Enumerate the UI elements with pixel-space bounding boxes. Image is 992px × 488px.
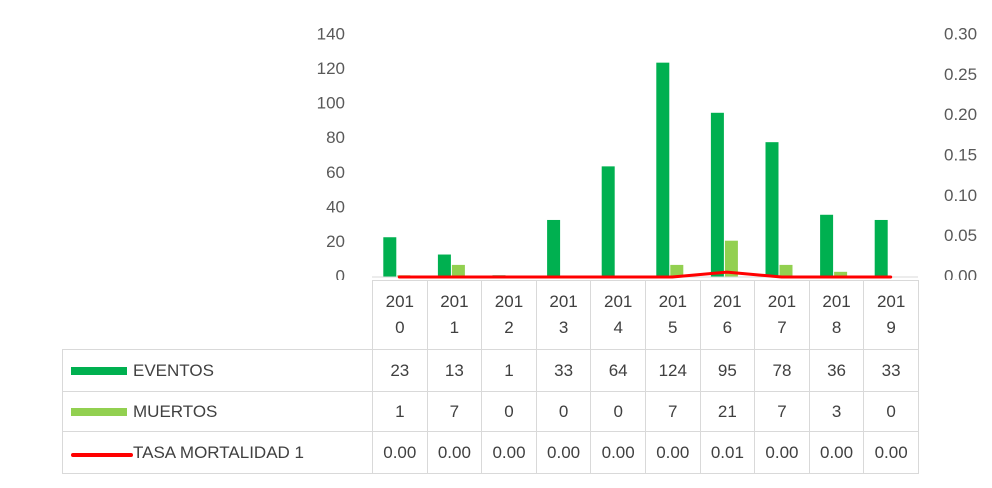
table-row: TASA MORTALIDAD 1 0.00 0.00 0.00 0.00 0.00 0.0… bbox=[62, 431, 919, 474]
legend-key bbox=[71, 408, 127, 417]
x-tick-label: 2019 bbox=[876, 292, 906, 337]
data-label: 7 bbox=[754, 391, 810, 432]
table-row: 2010 2011 2012 2013 2014 2015 2016 2017 2018 2019 bbox=[63, 280, 919, 350]
legend-label: EVENTOS bbox=[133, 360, 214, 380]
y-tick-label: 60 bbox=[326, 163, 345, 182]
y2-tick-label: 0.00 bbox=[944, 266, 977, 280]
empty-cell bbox=[63, 281, 373, 350]
x-tick-label: 2012 bbox=[494, 292, 524, 337]
data-label: 13 bbox=[426, 349, 483, 392]
category-cell: 2011 bbox=[426, 280, 483, 350]
data-label: 64 bbox=[590, 349, 646, 392]
x-tick-label: 2010 bbox=[385, 292, 414, 337]
bar bbox=[547, 219, 561, 277]
legend-label: MUERTOS bbox=[133, 401, 218, 421]
bar bbox=[656, 62, 670, 278]
x-tick-label: 2014 bbox=[603, 292, 633, 337]
y-tick-label: 140 bbox=[317, 24, 345, 43]
y2-tick-label: 0.15 bbox=[944, 145, 977, 164]
category-cell: 2010 bbox=[372, 280, 428, 350]
data-label: 0.00 bbox=[590, 431, 646, 474]
category-cell: 2019 bbox=[863, 280, 919, 350]
y2-tick-label: 0.10 bbox=[944, 186, 977, 205]
data-label: 7 bbox=[644, 391, 701, 432]
category-cell: 2013 bbox=[535, 280, 592, 350]
data-label: 33 bbox=[863, 349, 919, 392]
bar bbox=[383, 237, 397, 277]
bar bbox=[710, 112, 724, 278]
data-label: 1 bbox=[481, 349, 537, 392]
data-label: 33 bbox=[535, 349, 592, 392]
legend-cell: MUERTOS bbox=[62, 391, 373, 432]
category-cell: 2016 bbox=[699, 280, 756, 350]
category-cell: 2018 bbox=[808, 280, 865, 350]
legend-cell: EVENTOS bbox=[62, 349, 373, 392]
legend-swatch bbox=[71, 367, 127, 376]
x-tick-label: 2017 bbox=[767, 292, 797, 337]
data-label: 1 bbox=[372, 391, 428, 432]
data-label: 21 bbox=[699, 391, 756, 432]
table-row: MUERTOS 1 7 0 0 0 7 21 7 3 0 bbox=[62, 391, 919, 432]
y2-tick-label: 0.25 bbox=[944, 65, 977, 84]
bar bbox=[601, 166, 615, 277]
y-tick-label: 0 bbox=[336, 266, 345, 280]
data-label: 0 bbox=[590, 391, 646, 432]
y-tick-label: 120 bbox=[317, 59, 345, 78]
data-label: 0.00 bbox=[535, 431, 592, 474]
data-label: 0 bbox=[863, 391, 919, 432]
data-label: 0.00 bbox=[644, 431, 701, 474]
data-label: 0.00 bbox=[863, 431, 919, 474]
y-tick-label: 80 bbox=[326, 128, 345, 147]
y-tick-label: 100 bbox=[317, 94, 345, 113]
bar bbox=[820, 214, 834, 277]
data-label: 7 bbox=[426, 391, 483, 432]
data-label: 0.01 bbox=[699, 431, 756, 474]
data-label: 0.00 bbox=[481, 431, 537, 474]
category-cell: 2014 bbox=[590, 280, 646, 350]
legend-cell: TASA MORTALIDAD 1 bbox=[62, 431, 373, 474]
data-label: 0.00 bbox=[808, 431, 865, 474]
table-row: EVENTOS 23 13 1 33 64 124 95 78 36 33 bbox=[62, 349, 919, 392]
data-label: 78 bbox=[754, 349, 810, 392]
category-cell: 2012 bbox=[481, 280, 537, 350]
bar bbox=[437, 254, 451, 277]
plot: 0 20 40 60 80 100 120 140 0.00 0.05 0.10 0.15 0.20 0.… bbox=[317, 24, 977, 280]
y-tick-label: 20 bbox=[326, 232, 345, 251]
data-label: 95 bbox=[699, 349, 756, 392]
x-tick-label: 2015 bbox=[658, 292, 687, 337]
y2-tick-label: 0.30 bbox=[944, 24, 977, 43]
x-tick-label: 2016 bbox=[713, 292, 742, 337]
data-label: 3 bbox=[808, 391, 865, 432]
data-label: 0 bbox=[535, 391, 592, 432]
data-label: 0 bbox=[481, 391, 537, 432]
category-cell: 2015 bbox=[644, 280, 701, 350]
data-label: 0.00 bbox=[372, 431, 428, 474]
category-cell: 2017 bbox=[754, 280, 810, 350]
bar bbox=[874, 219, 888, 277]
bar bbox=[765, 142, 779, 277]
y-tick-label: 40 bbox=[326, 197, 345, 216]
data-label: 0.00 bbox=[426, 431, 483, 474]
data-label: 124 bbox=[644, 349, 701, 392]
bar bbox=[724, 240, 738, 277]
data-label: 36 bbox=[808, 349, 865, 392]
data-label: 23 bbox=[372, 349, 428, 392]
legend-key bbox=[71, 453, 133, 458]
data-table: 2010 2011 2012 2013 2014 2015 2016 2017 2018 2019… bbox=[62, 280, 919, 474]
legend-swatch bbox=[71, 408, 127, 417]
y2-tick-label: 0.20 bbox=[944, 105, 977, 124]
x-tick-label: 2011 bbox=[440, 292, 469, 337]
legend-label: TASA MORTALIDAD 1 bbox=[133, 442, 304, 462]
bar bbox=[451, 264, 465, 277]
line-series bbox=[397, 270, 893, 279]
y2-tick-label: 0.05 bbox=[944, 226, 977, 245]
x-tick-label: 2018 bbox=[822, 292, 851, 337]
bar bbox=[670, 264, 684, 277]
data-label: 0.00 bbox=[754, 431, 810, 474]
bar bbox=[779, 264, 793, 277]
x-tick-label: 2013 bbox=[549, 292, 578, 337]
bar bbox=[834, 271, 848, 277]
legend-key bbox=[71, 367, 127, 376]
